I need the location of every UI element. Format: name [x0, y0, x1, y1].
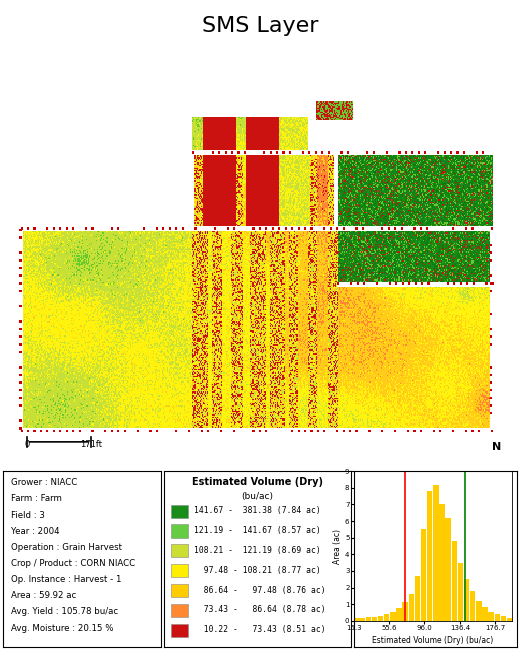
Bar — [372, 617, 377, 621]
Bar — [171, 564, 188, 577]
Bar — [507, 618, 512, 621]
Bar — [421, 529, 426, 621]
Bar — [366, 618, 371, 621]
Bar — [409, 594, 414, 621]
Bar — [390, 612, 396, 621]
Bar — [171, 525, 188, 538]
Text: (bu/ac): (bu/ac) — [241, 492, 274, 501]
Text: 97.48 - 108.21 (8.77 ac): 97.48 - 108.21 (8.77 ac) — [194, 566, 320, 575]
Bar — [396, 608, 401, 621]
Bar — [470, 591, 475, 621]
Bar — [488, 612, 494, 621]
Bar — [402, 603, 408, 621]
Text: Operation : Grain Harvest: Operation : Grain Harvest — [10, 543, 122, 552]
Text: 10.22 -   73.43 (8.51 ac): 10.22 - 73.43 (8.51 ac) — [194, 625, 326, 634]
Text: Farm : Farm: Farm : Farm — [10, 495, 61, 503]
Text: Field : 3: Field : 3 — [10, 510, 44, 519]
Text: 171ft: 171ft — [80, 441, 102, 450]
Bar — [171, 544, 188, 558]
Bar — [171, 604, 188, 617]
Bar — [171, 623, 188, 637]
Text: Avg. Moisture : 20.15 %: Avg. Moisture : 20.15 % — [10, 623, 113, 632]
Bar — [482, 608, 488, 621]
Bar — [359, 618, 365, 621]
Text: N: N — [492, 442, 501, 452]
Bar — [427, 491, 433, 621]
Text: Op. Instance : Harvest - 1: Op. Instance : Harvest - 1 — [10, 575, 121, 584]
Bar — [353, 618, 359, 621]
Bar — [446, 518, 451, 621]
Bar — [495, 614, 500, 621]
Text: 0: 0 — [24, 441, 29, 450]
Bar — [439, 504, 445, 621]
Text: 141.67 -  381.38 (7.84 ac): 141.67 - 381.38 (7.84 ac) — [194, 506, 320, 515]
Bar — [476, 601, 482, 621]
Text: Crop / Product : CORN NIACC: Crop / Product : CORN NIACC — [10, 559, 135, 568]
Text: 86.64 -   97.48 (8.76 ac): 86.64 - 97.48 (8.76 ac) — [194, 586, 326, 595]
Bar — [433, 484, 438, 621]
Bar — [501, 616, 506, 621]
Text: 108.21 -  121.19 (8.69 ac): 108.21 - 121.19 (8.69 ac) — [194, 546, 320, 555]
Bar — [171, 584, 188, 597]
Text: Grower : NIACC: Grower : NIACC — [10, 478, 77, 488]
Bar — [464, 579, 469, 621]
Bar — [451, 541, 457, 621]
Bar — [171, 504, 188, 518]
X-axis label: Estimated Volume (Dry) (bu/ac): Estimated Volume (Dry) (bu/ac) — [372, 636, 493, 645]
Bar — [458, 563, 463, 621]
Text: Area : 59.92 ac: Area : 59.92 ac — [10, 592, 76, 601]
Text: Avg. Yield : 105.78 bu/ac: Avg. Yield : 105.78 bu/ac — [10, 608, 118, 616]
Bar — [414, 576, 420, 621]
Text: 121.19 -  141.67 (8.57 ac): 121.19 - 141.67 (8.57 ac) — [194, 526, 320, 535]
Y-axis label: Area (ac): Area (ac) — [333, 528, 342, 564]
Text: Year : 2004: Year : 2004 — [10, 526, 59, 536]
Text: 73.43 -   86.64 (8.78 ac): 73.43 - 86.64 (8.78 ac) — [194, 605, 326, 614]
Bar — [378, 616, 383, 621]
Text: Estimated Volume (Dry): Estimated Volume (Dry) — [192, 476, 323, 486]
Text: SMS Layer: SMS Layer — [202, 16, 318, 36]
Bar — [384, 614, 389, 621]
